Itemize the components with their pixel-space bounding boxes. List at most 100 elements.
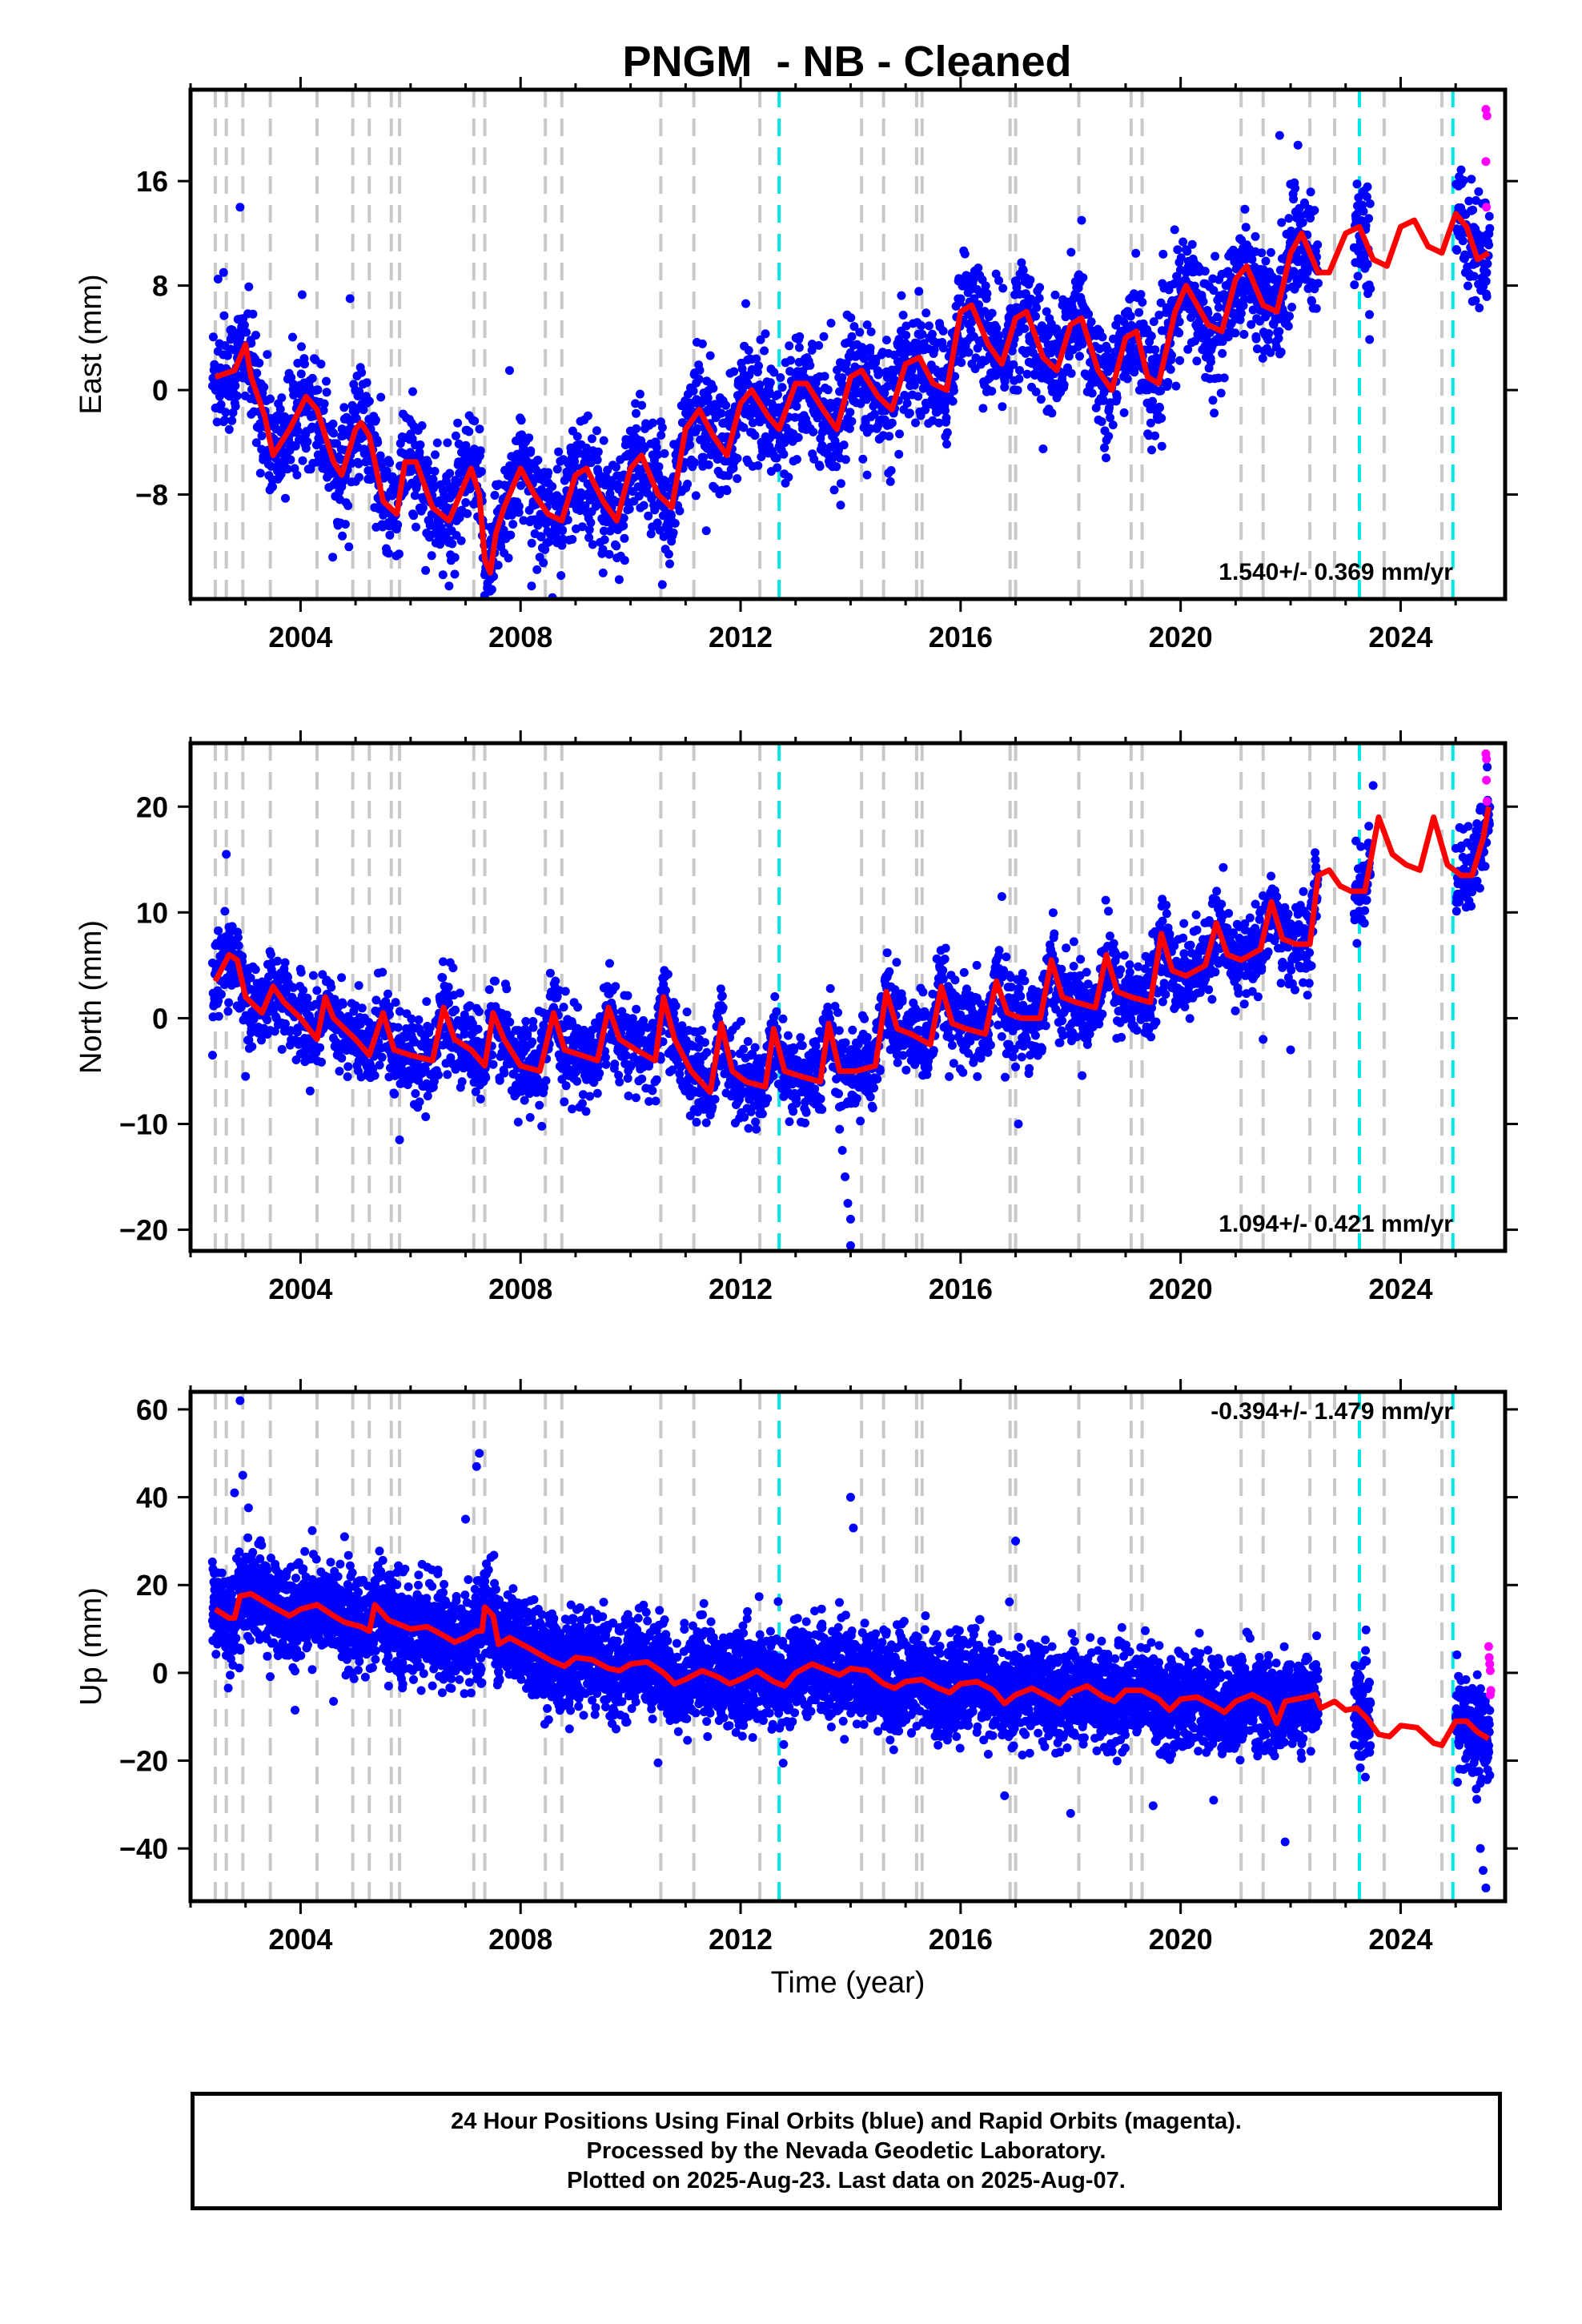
data-point [1284, 214, 1294, 223]
data-point [587, 434, 596, 444]
data-point [490, 491, 500, 500]
data-point [1251, 231, 1260, 241]
data-point [792, 401, 801, 411]
data-point [1241, 223, 1251, 232]
data-point [502, 1010, 512, 1019]
data-point [296, 967, 306, 977]
data-point [408, 387, 417, 396]
data-point [886, 466, 896, 475]
data-point [829, 485, 839, 495]
data-point [1289, 195, 1299, 204]
data-point [429, 483, 439, 493]
data-point [1104, 432, 1114, 441]
data-point [514, 508, 524, 517]
data-point [428, 475, 438, 484]
data-point [1306, 213, 1315, 223]
data-point [476, 446, 485, 456]
data-point [584, 533, 594, 542]
chart-title: PNGM - NB - Cleaned [622, 38, 1071, 86]
data-point [307, 373, 317, 383]
data-point [343, 1072, 352, 1081]
data-point [814, 340, 824, 350]
data-point [551, 976, 560, 986]
x-tick-label: 2008 [488, 621, 552, 653]
data-point [422, 997, 432, 1007]
velocity-rate-label: 1.540+/- 0.369 mm/yr [1219, 559, 1453, 585]
data-point [460, 1029, 469, 1039]
data-point [1098, 332, 1107, 342]
data-point [807, 340, 817, 349]
data-point [826, 319, 836, 328]
data-point [624, 505, 634, 514]
data-point [1014, 374, 1024, 384]
data-point [292, 470, 302, 480]
data-point [1285, 312, 1294, 321]
data-point [909, 380, 919, 390]
data-point [391, 998, 400, 1007]
data-point [598, 545, 608, 554]
y-tick-label: −8 [135, 479, 168, 512]
data-point [1218, 348, 1227, 358]
data-point [1362, 192, 1371, 202]
data-point [457, 1077, 467, 1087]
data-point [286, 455, 295, 464]
data-point [998, 402, 1007, 412]
data-point [277, 1044, 287, 1054]
data-point [700, 1038, 709, 1047]
data-point [544, 537, 554, 547]
data-point [733, 453, 742, 463]
data-point [430, 467, 440, 476]
data-point [251, 438, 261, 448]
data-point [652, 1075, 661, 1084]
data-point [1219, 373, 1229, 383]
data-point [861, 418, 870, 428]
data-point [1087, 388, 1097, 398]
data-point [286, 1026, 295, 1035]
plot-area [207, 743, 1495, 1251]
data-point [1017, 258, 1026, 267]
data-point [895, 429, 904, 439]
data-point [339, 403, 349, 412]
data-point [1365, 335, 1375, 344]
data-point [845, 408, 855, 417]
data-point [384, 1003, 394, 1011]
data-point [772, 453, 781, 463]
data-point [539, 558, 548, 568]
data-point [362, 378, 371, 388]
data-point [563, 515, 572, 525]
data-point [1469, 271, 1479, 281]
data-point [1122, 374, 1132, 384]
data-point [438, 973, 448, 983]
x-tick-label: 2020 [1149, 621, 1213, 653]
data-point [894, 335, 904, 344]
data-point [224, 424, 234, 434]
data-point [612, 462, 620, 472]
data-point [1136, 290, 1146, 300]
data-point [443, 1070, 452, 1080]
data-point [450, 569, 460, 579]
data-point [423, 458, 432, 468]
data-point [887, 418, 897, 428]
data-point [1064, 352, 1074, 361]
y-axis-label: East (mm) [74, 274, 108, 414]
data-point [1252, 344, 1262, 354]
data-point [1173, 245, 1182, 255]
outlier-point [862, 470, 872, 480]
data-point [1036, 395, 1046, 404]
data-point [1108, 420, 1118, 430]
data-point [1258, 353, 1267, 363]
data-point [637, 1074, 647, 1084]
data-point [671, 1001, 681, 1011]
data-point [1009, 360, 1018, 369]
data-point [699, 452, 709, 462]
data-point [1050, 290, 1060, 300]
data-point [1464, 196, 1474, 206]
data-point [377, 1052, 387, 1062]
data-point [836, 501, 845, 510]
data-point [1274, 275, 1283, 284]
data-point [376, 392, 386, 402]
data-point [502, 984, 512, 994]
data-point [1182, 247, 1192, 256]
data-point [862, 320, 872, 330]
data-point [721, 400, 731, 410]
